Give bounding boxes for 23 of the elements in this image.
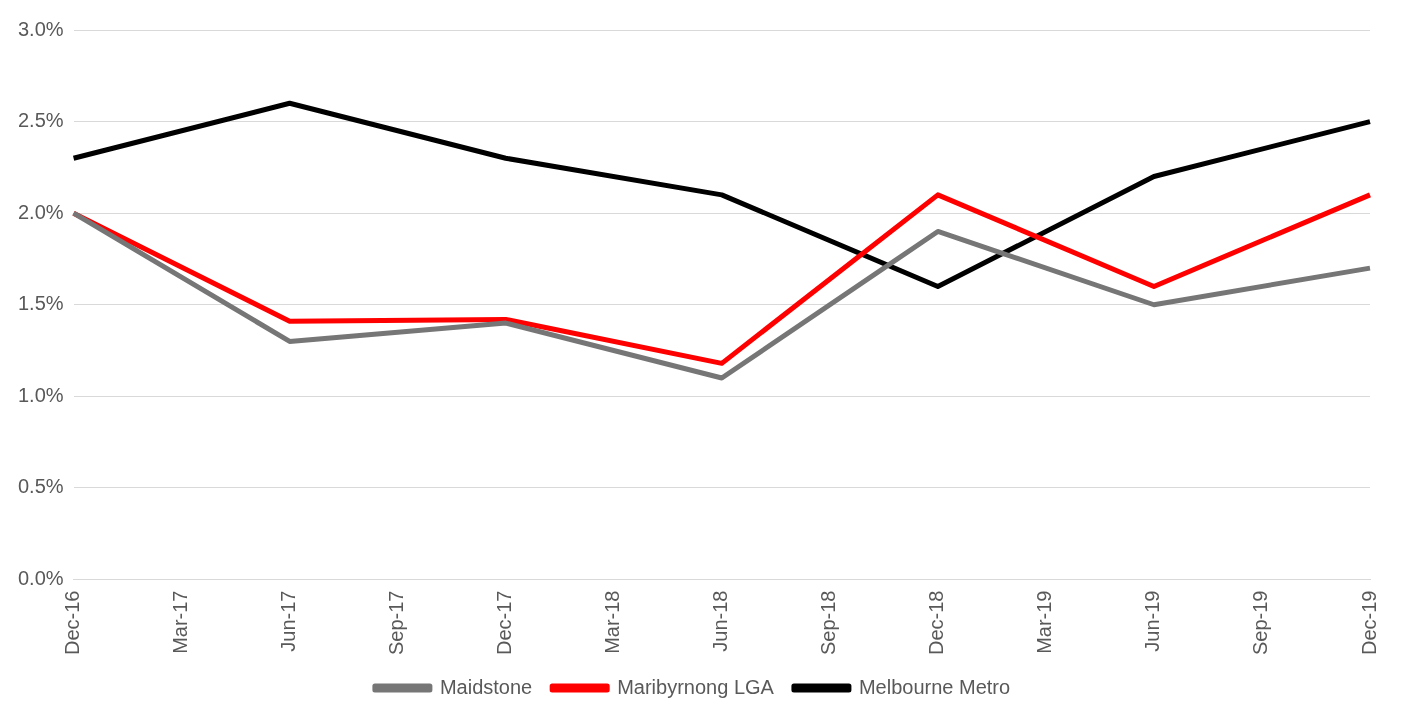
x-tick-label: Mar-18 xyxy=(601,590,624,654)
y-tick-label: 1.5% xyxy=(17,292,64,315)
y-tick-label: 0.5% xyxy=(17,475,64,498)
y-tick-label: 2.0% xyxy=(17,200,64,223)
x-tick-label: Dec-19 xyxy=(1357,590,1380,655)
y-tick-label: 1.0% xyxy=(17,383,64,406)
y-tick-label: 3.0% xyxy=(17,17,64,40)
x-tick-label: Sep-17 xyxy=(385,590,408,656)
x-tick-label: Jun-17 xyxy=(277,590,300,652)
x-tick-label: Jun-18 xyxy=(709,590,732,652)
legend-label: Melbourne Metro xyxy=(858,675,1011,698)
x-tick-label: Mar-17 xyxy=(169,590,192,654)
legend-label: Maidstone xyxy=(439,675,533,698)
x-tick-label: Sep-19 xyxy=(1249,590,1272,656)
x-tick-label: Dec-18 xyxy=(925,590,948,655)
y-tick-label: 0.0% xyxy=(17,567,64,590)
y-tick-label: 2.5% xyxy=(17,109,64,132)
x-tick-label: Dec-16 xyxy=(61,590,84,655)
x-tick-label: Dec-17 xyxy=(493,590,516,655)
x-tick-label: Jun-19 xyxy=(1141,590,1164,652)
x-tick-label: Sep-18 xyxy=(817,590,840,656)
legend-label: Maribyrnong LGA xyxy=(617,675,775,698)
x-tick-label: Mar-19 xyxy=(1033,590,1056,654)
